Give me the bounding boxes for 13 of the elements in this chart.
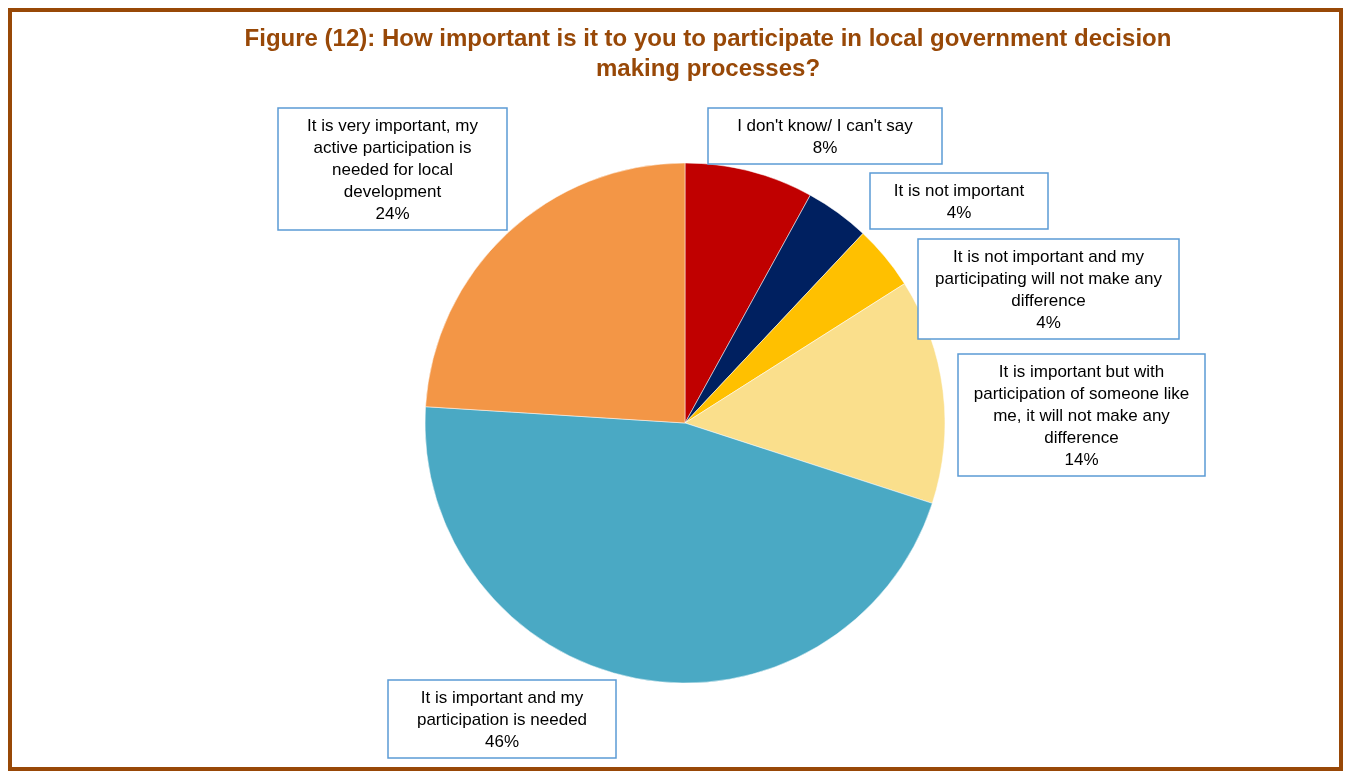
data-label: 14% [1064, 450, 1099, 469]
slice-label: I don't know/ I can't say [737, 116, 914, 135]
data-label: 4% [946, 203, 972, 222]
slice-label: It is important and my participation is needed [416, 688, 588, 729]
slice-label: It is very important, my active participation is needed for local development [307, 116, 479, 201]
data-label: 4% [1036, 313, 1061, 332]
data-label: 46% [484, 732, 520, 751]
data-label: 8% [812, 138, 838, 157]
data-label: 24% [375, 204, 410, 223]
slice-label: It is important but with participation of someone like me, it will not make any difference [973, 362, 1190, 447]
slice-label: It is not important and my participating will not make any difference [935, 247, 1163, 310]
chart-title: Figure (12): How important is it to you to participate in local government decision making processes? [244, 24, 1172, 81]
slice-label: It is not important [893, 181, 1025, 200]
